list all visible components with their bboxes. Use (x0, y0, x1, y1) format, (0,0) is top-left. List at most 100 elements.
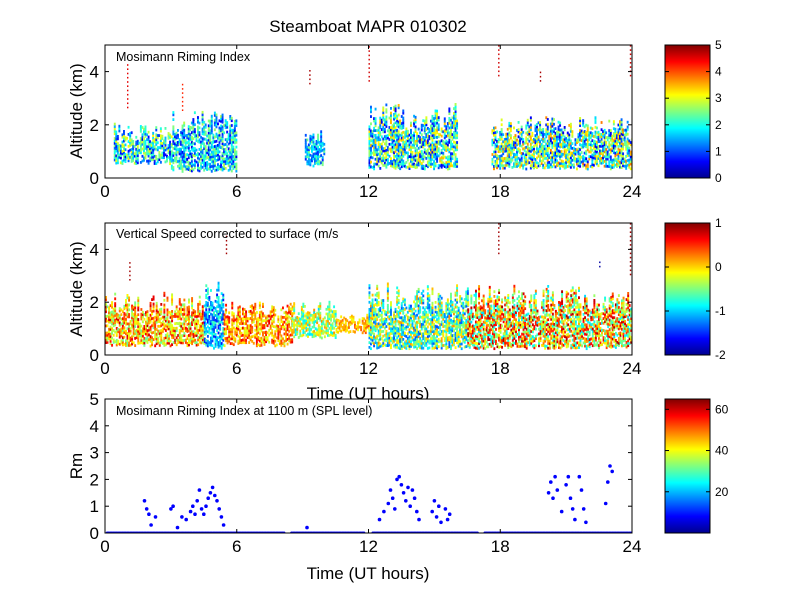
x-tick-label: 24 (623, 182, 642, 201)
data-point (217, 507, 221, 511)
data-point (415, 509, 419, 514)
colorbar-tick-label: -2 (715, 348, 726, 362)
echo-region (291, 300, 337, 340)
y-tick-label: 4 (90, 240, 99, 259)
sparse-column (539, 71, 542, 82)
echo-region (368, 282, 469, 351)
panel-3-annotation: Mosimann Riming Index at 1100 m (SPL lev… (116, 404, 372, 418)
echo-region (105, 291, 206, 348)
colorbar-tick-label: 2 (715, 118, 722, 132)
data-point (390, 496, 395, 501)
data-point (573, 517, 577, 522)
echo-region (203, 281, 225, 350)
x-tick-label: 12 (359, 182, 378, 201)
data-point (417, 517, 421, 522)
data-point (184, 517, 188, 522)
data-point (610, 469, 614, 474)
data-point (210, 485, 215, 490)
colorbar-3 (664, 398, 711, 534)
colorbar-tick-label: 0 (715, 260, 722, 274)
data-point (149, 523, 153, 527)
data-point (221, 523, 226, 527)
panel-3-xlabel: Time (UT hours) (307, 564, 430, 583)
colorbar-2 (664, 222, 711, 356)
data-point (377, 517, 382, 522)
sparse-column (225, 235, 228, 255)
sparse-column (309, 70, 311, 85)
data-point (382, 509, 386, 514)
data-point (553, 474, 557, 479)
panel-2-annotation: Vertical Speed corrected to surface (m/s (116, 227, 338, 241)
panel-3-ylabel: Rm (67, 453, 86, 479)
colorbar-tick-label: 4 (715, 65, 722, 79)
echo-region (368, 103, 459, 171)
data-point (447, 512, 452, 516)
data-point (568, 496, 573, 501)
data-point (204, 504, 208, 509)
data-point (397, 474, 402, 479)
echo-region (467, 284, 632, 351)
y-tick-label: 2 (90, 116, 99, 135)
data-point (219, 515, 224, 519)
x-tick-label: 6 (232, 182, 241, 201)
panel-1-annotation: Mosimann Riming Index (116, 50, 251, 64)
data-point (195, 499, 199, 503)
data-point (142, 499, 147, 503)
x-tick-label: 12 (359, 359, 378, 378)
data-point (144, 507, 149, 511)
data-point (577, 474, 582, 479)
data-point (412, 496, 417, 501)
data-point (169, 507, 173, 511)
panel-1-ylabel: Altitude (km) (67, 63, 86, 158)
data-point (213, 493, 217, 498)
panel-riming-1100m: Mosimann Riming Index at 1100 m (SPL lev… (67, 390, 729, 583)
panel-2-xlabel: Time (UT hours) (307, 384, 430, 403)
data-point (546, 491, 551, 495)
data-point (153, 515, 158, 519)
data-point (437, 504, 441, 509)
x-tick-label: 24 (623, 359, 642, 378)
data-point (305, 525, 309, 530)
data-point (608, 464, 612, 468)
data-point (171, 504, 175, 509)
colorbar-tick-label: 60 (715, 402, 729, 416)
x-tick-label: 6 (232, 359, 241, 378)
echo-region (223, 301, 294, 348)
colorbar-tick-label: 0 (715, 171, 722, 185)
data-point (410, 488, 415, 492)
data-point (430, 509, 435, 514)
echo-region (491, 116, 632, 171)
sparse-column (127, 64, 129, 109)
y-tick-label: 2 (90, 293, 99, 312)
data-point (399, 483, 404, 487)
data-point (393, 507, 397, 511)
data-point (603, 501, 608, 506)
x-tick-label: 18 (491, 537, 510, 556)
sparse-column (181, 83, 184, 111)
data-point (191, 504, 195, 509)
data-point (445, 517, 450, 522)
data-point (386, 501, 391, 506)
data-point (202, 512, 206, 516)
figure-title: Steamboat MAPR 010302 (269, 17, 467, 36)
data-point (199, 507, 204, 511)
colorbar-tick-label: 20 (715, 485, 729, 499)
x-tick-label: 12 (359, 537, 378, 556)
y-tick-label: 1 (90, 497, 99, 516)
y-tick-label: 4 (90, 417, 99, 436)
y-tick-label: 0 (90, 346, 99, 365)
sparse-column (498, 45, 500, 77)
colorbar-1 (664, 44, 711, 179)
data-point (404, 499, 408, 503)
y-tick-label: 5 (90, 390, 99, 409)
echo-region (113, 122, 173, 166)
data-point (606, 480, 610, 484)
x-tick-label: 24 (623, 537, 642, 556)
colorbar-tick-label: 1 (715, 216, 722, 230)
x-tick-label: 0 (100, 537, 109, 556)
panel-3-background (105, 399, 632, 533)
data-point (551, 496, 555, 501)
data-point (193, 512, 197, 516)
data-point (559, 509, 564, 514)
